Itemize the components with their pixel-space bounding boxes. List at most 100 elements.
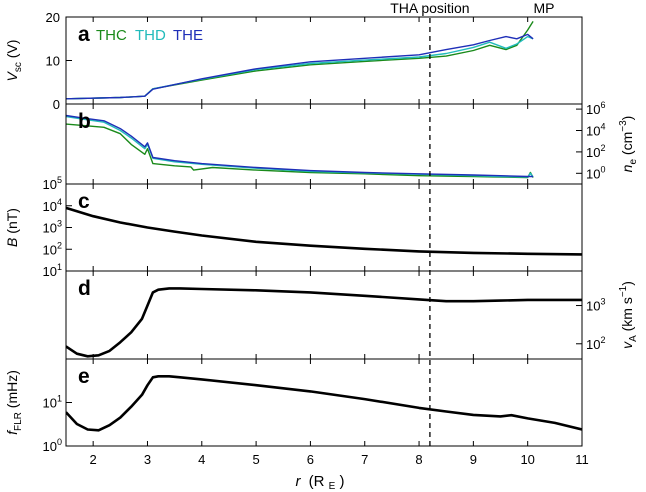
x-axis-label: r (R E ) bbox=[295, 473, 344, 492]
ylabel-right-b-close: ) bbox=[619, 116, 635, 121]
ytick-label-c-1-exp: 2 bbox=[57, 240, 62, 250]
ylabel-a-symbol: V bbox=[4, 70, 20, 81]
ytick-right-label-d-1-exp: 3 bbox=[600, 297, 605, 307]
ytick-right-label-b-0-base: 10 bbox=[586, 166, 600, 181]
xtick-label-4: 4 bbox=[198, 452, 205, 467]
ytick-label-e-1: 101 bbox=[43, 394, 62, 411]
ytick-label-e-0: 100 bbox=[43, 437, 62, 454]
ylabel-c-symbol: B bbox=[4, 238, 20, 247]
ytick-label-e-0-exp: 0 bbox=[57, 437, 62, 447]
ylabel-e: fFLR (mHz) bbox=[4, 370, 24, 435]
xtick-label-7: 7 bbox=[361, 452, 368, 467]
ylabel-right-b-sup: −3 bbox=[618, 120, 629, 132]
ytick-label-c-3: 104 bbox=[43, 197, 62, 214]
ytick-label-c-0-base: 10 bbox=[43, 264, 57, 279]
ytick-right-label-b-1-exp: 2 bbox=[600, 143, 605, 153]
ytick-right-label-d-0-exp: 2 bbox=[600, 335, 605, 345]
ytick-label-e-0-base: 10 bbox=[43, 439, 57, 454]
ytick-label-c-3-exp: 4 bbox=[57, 197, 62, 207]
ytick-right-label-b-0: 100 bbox=[586, 164, 605, 181]
ytick-right-label-d-0: 102 bbox=[586, 335, 605, 352]
panel-letter-e: e bbox=[78, 365, 90, 388]
ytick-right-label-b-3: 106 bbox=[586, 100, 605, 117]
legend-thc: THC bbox=[96, 27, 127, 44]
ytick-label-a-1: 10 bbox=[46, 54, 60, 69]
xtick-label-8: 8 bbox=[415, 452, 422, 467]
ylabel-a-sub: sc bbox=[13, 62, 24, 72]
ylabel-right-d-close: ) bbox=[619, 281, 635, 286]
ylabel-a-unit: (V) bbox=[4, 40, 20, 63]
ytick-label-c-1: 102 bbox=[43, 240, 62, 257]
xtick-label-10: 10 bbox=[520, 452, 534, 467]
series-d-va bbox=[66, 287, 582, 358]
ytick-right-label-b-2: 104 bbox=[586, 122, 605, 139]
ytick-right-label-b-0-exp: 0 bbox=[600, 164, 605, 174]
ylabel-right-d: vA (km s−1) bbox=[618, 281, 639, 349]
ytick-label-e-1-exp: 1 bbox=[57, 394, 62, 404]
ylabel-e-unit: (mHz) bbox=[4, 370, 20, 412]
ytick-label-c-4-base: 10 bbox=[43, 177, 57, 192]
ytick-right-label-b-1: 102 bbox=[586, 143, 605, 160]
series-e-fflr bbox=[66, 374, 582, 432]
frame-e bbox=[65, 358, 583, 447]
xtick-label-11: 11 bbox=[575, 452, 589, 467]
ytick-label-a-2: 20 bbox=[46, 10, 60, 25]
series-b-thd bbox=[66, 115, 534, 178]
ytick-right-label-d-1-base: 10 bbox=[586, 299, 600, 314]
mp-label: MP bbox=[534, 0, 555, 16]
x-axis-label-symbol: r bbox=[295, 473, 301, 490]
ylabel-right-b: ne (cm−3) bbox=[618, 116, 639, 173]
ytick-label-c-2-exp: 3 bbox=[57, 219, 62, 229]
ytick-label-c-2-base: 10 bbox=[43, 221, 57, 236]
ylabel-e-sub: FLR bbox=[13, 412, 24, 431]
ytick-right-label-b-2-base: 10 bbox=[586, 124, 600, 139]
panel-letter-d: d bbox=[78, 277, 91, 300]
xtick-label-9: 9 bbox=[470, 452, 477, 467]
panel-letter-c: c bbox=[78, 190, 90, 213]
legend-the: THE bbox=[173, 27, 203, 44]
ylabel-right-d-symbol: v bbox=[619, 341, 635, 349]
tha-position-label: THA position bbox=[390, 0, 469, 16]
ytick-label-c-0-exp: 1 bbox=[57, 262, 62, 272]
ytick-right-label-b-3-exp: 6 bbox=[600, 100, 605, 110]
ytick-right-label-b-2-exp: 4 bbox=[600, 122, 605, 132]
xtick-label-3: 3 bbox=[144, 452, 151, 467]
ytick-label-e-1-base: 10 bbox=[43, 396, 57, 411]
ytick-label-c-1-base: 10 bbox=[43, 242, 57, 257]
panel-letter-b: b bbox=[78, 110, 91, 133]
ylabel-right-d-sub: A bbox=[628, 335, 639, 342]
ytick-label-c-2: 103 bbox=[43, 219, 62, 236]
xtick-label-6: 6 bbox=[307, 452, 314, 467]
ytick-right-label-b-1-base: 10 bbox=[586, 145, 600, 160]
panel-a: a 0 10 20 Vsc (V) bbox=[4, 10, 583, 112]
x-axis-label-unit: (R bbox=[309, 473, 325, 490]
ytick-right-label-b-3-base: 10 bbox=[586, 102, 600, 117]
legend: THC THD THE bbox=[96, 27, 203, 44]
ytick-label-c-3-base: 10 bbox=[43, 199, 57, 214]
ylabel-c: B (nT) bbox=[4, 208, 20, 247]
series-b-the bbox=[66, 114, 534, 178]
ytick-label-a-0: 0 bbox=[53, 97, 60, 112]
ylabel-right-b-sub: e bbox=[628, 159, 639, 165]
ytick-label-c-4-exp: 5 bbox=[57, 175, 62, 185]
ytick-label-c-0: 101 bbox=[43, 262, 62, 279]
ylabel-right-b-symbol: n bbox=[619, 164, 635, 172]
x-axis-label-unit-close: ) bbox=[340, 473, 345, 490]
ylabel-e-symbol: f bbox=[4, 429, 20, 435]
ytick-right-label-d-1: 103 bbox=[586, 297, 605, 314]
ylabel-c-unit: (nT) bbox=[4, 208, 20, 238]
ytick-label-c-4: 105 bbox=[43, 175, 62, 192]
ytick-right-label-d-0-base: 10 bbox=[586, 337, 600, 352]
xtick-label-2: 2 bbox=[90, 452, 97, 467]
ylabel-right-d-unit: (km s bbox=[619, 297, 635, 335]
panel-letter-a: a bbox=[78, 23, 90, 46]
x-axis-label-unit-sub: E bbox=[329, 481, 336, 492]
ylabel-right-d-sup: −1 bbox=[618, 285, 629, 297]
ylabel-right-b-unit: (cm bbox=[619, 132, 635, 159]
